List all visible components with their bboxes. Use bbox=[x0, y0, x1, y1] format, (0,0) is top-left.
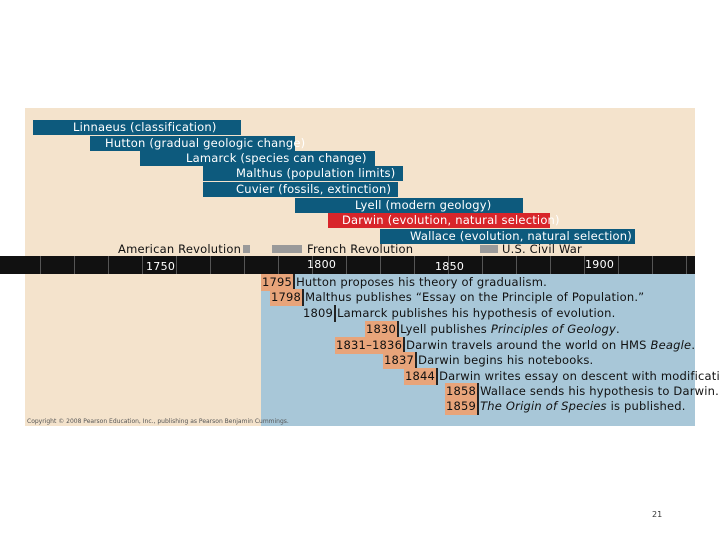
axis-tick bbox=[210, 256, 211, 274]
event-year: 1809 bbox=[303, 306, 334, 320]
axis-tick bbox=[108, 256, 109, 274]
lifespan-bar-hutton: Hutton (gradual geologic change) bbox=[90, 136, 305, 151]
page-number: 21 bbox=[652, 510, 663, 519]
event-row: 1837 Darwin begins his notebooks. bbox=[383, 352, 593, 369]
axis-tick bbox=[516, 256, 517, 274]
event-row: 1844 Darwin writes essay on descent with … bbox=[404, 368, 720, 385]
lifespan-bar-lamarck: Lamarck (species can change) bbox=[140, 151, 375, 166]
event-text-after: . bbox=[691, 338, 696, 352]
axis-tick bbox=[448, 256, 449, 274]
event-text: Lamarck publishes his hypothesis of evol… bbox=[334, 305, 615, 322]
event-row: 1809 Lamarck publishes his hypothesis of … bbox=[302, 305, 615, 322]
axis-tick bbox=[176, 256, 177, 274]
event-text-italic: The Origin of Species bbox=[480, 399, 607, 413]
event-text: Wallace sends his hypothesis to Darwin. bbox=[477, 383, 719, 400]
event-text: Darwin travels around the world on HMS B… bbox=[403, 337, 695, 354]
history-label-french-revolution: French Revolution bbox=[307, 242, 414, 256]
event-text-after: . bbox=[616, 322, 620, 336]
axis-tick bbox=[74, 256, 75, 274]
axis-tick bbox=[482, 256, 483, 274]
event-text-before: Lyell publishes bbox=[400, 322, 491, 336]
history-bar-french-revolution bbox=[272, 245, 302, 253]
history-label-civil-war: U.S. Civil War bbox=[502, 242, 582, 256]
lifespan-label: Darwin (evolution, natural selection) bbox=[342, 213, 560, 227]
event-year: 1858 bbox=[445, 383, 478, 400]
axis-year-1900: 1900 bbox=[585, 258, 615, 271]
axis-tick bbox=[618, 256, 619, 274]
event-text: The Origin of Species is published. bbox=[477, 398, 686, 415]
lifespan-label: Malthus (population limits) bbox=[236, 166, 396, 180]
axis-tick bbox=[142, 256, 143, 274]
event-year: 1844 bbox=[404, 368, 437, 385]
event-text: Darwin writes essay on descent with modi… bbox=[436, 368, 720, 385]
event-text: Hutton proposes his theory of gradualism… bbox=[293, 274, 547, 291]
lifespan-label: Cuvier (fossils, extinction) bbox=[236, 182, 392, 196]
axis-tick bbox=[686, 256, 687, 274]
event-year: 1831–1836 bbox=[335, 337, 404, 354]
axis-tick bbox=[584, 256, 585, 274]
axis-tick bbox=[278, 256, 279, 274]
lifespan-bar-lyell: Lyell (modern geology) bbox=[295, 198, 523, 213]
axis-tick bbox=[550, 256, 551, 274]
timeline-axis bbox=[0, 256, 695, 274]
event-text: Malthus publishes “Essay on the Principl… bbox=[302, 289, 644, 306]
lifespan-bar-malthus: Malthus (population limits) bbox=[203, 166, 403, 181]
axis-tick bbox=[380, 256, 381, 274]
event-row: 1830 Lyell publishes Principles of Geolog… bbox=[365, 321, 620, 338]
event-year: 1837 bbox=[383, 352, 416, 369]
event-row: 1795 Hutton proposes his theory of gradua… bbox=[261, 274, 547, 291]
axis-year-1750: 1750 bbox=[146, 260, 176, 273]
event-text-before: Darwin travels around the world on HMS bbox=[406, 338, 651, 352]
axis-year-1800: 1800 bbox=[307, 258, 337, 271]
event-year: 1795 bbox=[261, 274, 294, 291]
lifespan-label: Wallace (evolution, natural selection) bbox=[410, 229, 632, 243]
axis-tick bbox=[312, 256, 313, 274]
axis-year-1850: 1850 bbox=[435, 260, 465, 273]
event-text-italic: Beagle bbox=[650, 338, 692, 352]
event-text: Darwin begins his notebooks. bbox=[415, 352, 593, 369]
lifespan-bar-cuvier: Cuvier (fossils, extinction) bbox=[203, 182, 398, 197]
event-row: 1831–1836 Darwin travels around the world… bbox=[335, 337, 695, 354]
axis-tick bbox=[346, 256, 347, 274]
axis-tick bbox=[414, 256, 415, 274]
axis-tick bbox=[40, 256, 41, 274]
history-label-american-revolution: American Revolution bbox=[118, 242, 244, 256]
lifespan-bar-darwin: Darwin (evolution, natural selection) bbox=[328, 213, 560, 228]
event-text-italic: Principles of Geology bbox=[490, 322, 617, 336]
lifespan-bar-wallace: Wallace (evolution, natural selection) bbox=[380, 229, 635, 244]
event-text-after: is published. bbox=[606, 399, 686, 413]
lifespan-label: Lyell (modern geology) bbox=[355, 198, 492, 212]
history-bar-civil-war bbox=[480, 245, 498, 253]
event-year: 1830 bbox=[365, 321, 398, 338]
event-row: 1859 The Origin of Species is published. bbox=[445, 398, 686, 415]
copyright-notice: Copyright © 2008 Pearson Education, Inc.… bbox=[27, 418, 289, 425]
axis-tick bbox=[652, 256, 653, 274]
event-text: Lyell publishes Principles of Geology. bbox=[397, 321, 620, 338]
lifespan-label: Lamarck (species can change) bbox=[186, 151, 367, 165]
lifespan-bar-linnaeus: Linnaeus (classification) bbox=[33, 120, 241, 135]
event-row: 1858 Wallace sends his hypothesis to Darw… bbox=[445, 383, 719, 400]
event-year: 1798 bbox=[270, 289, 303, 306]
lifespan-label: Hutton (gradual geologic change) bbox=[105, 136, 306, 150]
event-row: 1798 Malthus publishes “Essay on the Prin… bbox=[270, 289, 644, 306]
lifespan-label: Linnaeus (classification) bbox=[73, 120, 217, 134]
axis-tick bbox=[244, 256, 245, 274]
event-year: 1859 bbox=[445, 398, 478, 415]
